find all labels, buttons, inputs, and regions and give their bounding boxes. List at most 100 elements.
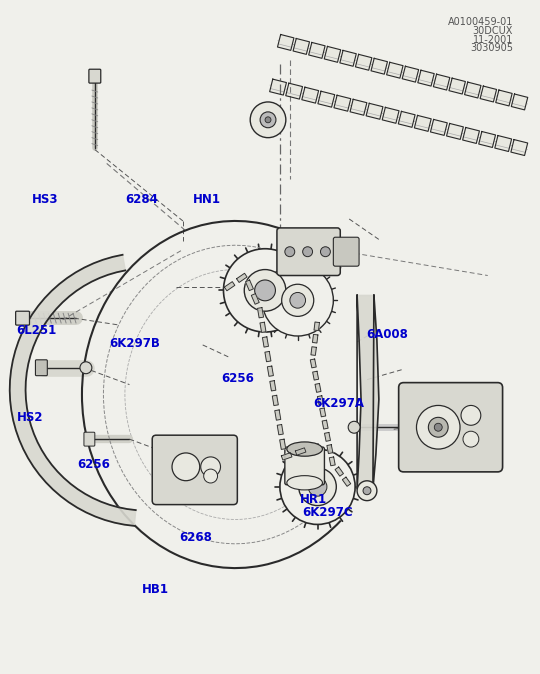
Circle shape xyxy=(320,247,330,257)
Text: 6256: 6256 xyxy=(78,458,111,470)
Polygon shape xyxy=(286,83,302,99)
Polygon shape xyxy=(402,66,418,82)
Text: HS2: HS2 xyxy=(17,410,44,424)
Polygon shape xyxy=(463,127,480,144)
Circle shape xyxy=(172,453,200,481)
Polygon shape xyxy=(350,99,367,115)
Text: 3030905: 3030905 xyxy=(470,43,513,53)
Ellipse shape xyxy=(287,476,322,490)
Circle shape xyxy=(255,280,275,301)
Polygon shape xyxy=(329,457,335,466)
FancyBboxPatch shape xyxy=(285,447,325,485)
Circle shape xyxy=(461,406,481,425)
Circle shape xyxy=(224,249,307,332)
Text: 6K297A: 6K297A xyxy=(313,398,364,410)
Circle shape xyxy=(363,487,371,495)
Polygon shape xyxy=(387,62,403,78)
Circle shape xyxy=(244,270,286,311)
Circle shape xyxy=(416,406,460,449)
Text: 6A008: 6A008 xyxy=(366,328,408,342)
Polygon shape xyxy=(511,140,528,156)
Polygon shape xyxy=(480,86,497,102)
Circle shape xyxy=(357,481,377,501)
Polygon shape xyxy=(355,55,372,70)
Polygon shape xyxy=(237,273,247,282)
Polygon shape xyxy=(342,477,350,486)
Polygon shape xyxy=(272,396,278,406)
Text: A0100459-01: A0100459-01 xyxy=(448,17,513,27)
Polygon shape xyxy=(496,90,512,106)
Polygon shape xyxy=(357,295,379,489)
Polygon shape xyxy=(371,59,387,74)
Polygon shape xyxy=(269,79,286,95)
Polygon shape xyxy=(295,448,306,455)
Polygon shape xyxy=(320,408,326,417)
Circle shape xyxy=(262,265,333,336)
Polygon shape xyxy=(251,294,259,304)
Circle shape xyxy=(434,423,442,431)
Circle shape xyxy=(299,468,336,506)
Polygon shape xyxy=(314,322,320,331)
Polygon shape xyxy=(318,396,323,404)
Polygon shape xyxy=(258,307,264,318)
Polygon shape xyxy=(322,420,328,429)
Text: 6268: 6268 xyxy=(179,531,212,544)
Polygon shape xyxy=(278,34,294,51)
Polygon shape xyxy=(479,131,496,148)
Polygon shape xyxy=(311,347,316,355)
Polygon shape xyxy=(309,42,325,59)
Polygon shape xyxy=(447,123,463,140)
Circle shape xyxy=(428,417,448,437)
Text: 6K297C: 6K297C xyxy=(302,506,353,518)
Circle shape xyxy=(204,469,218,483)
Polygon shape xyxy=(281,453,292,460)
Circle shape xyxy=(348,421,360,433)
FancyBboxPatch shape xyxy=(16,311,30,325)
Polygon shape xyxy=(366,103,383,119)
Polygon shape xyxy=(265,351,271,362)
Polygon shape xyxy=(315,384,321,392)
FancyBboxPatch shape xyxy=(152,435,238,505)
Polygon shape xyxy=(246,280,253,290)
Polygon shape xyxy=(310,359,316,368)
Polygon shape xyxy=(313,371,319,380)
Text: 6K297B: 6K297B xyxy=(110,337,160,350)
Polygon shape xyxy=(334,95,351,111)
Polygon shape xyxy=(280,439,286,450)
FancyBboxPatch shape xyxy=(89,69,101,83)
Polygon shape xyxy=(430,119,447,135)
Polygon shape xyxy=(260,322,266,332)
Text: 6256: 6256 xyxy=(221,372,254,385)
Polygon shape xyxy=(10,255,136,526)
Text: HR1: HR1 xyxy=(299,493,327,506)
Polygon shape xyxy=(340,51,356,66)
Polygon shape xyxy=(262,337,268,347)
Polygon shape xyxy=(495,135,511,152)
Circle shape xyxy=(308,477,327,496)
FancyBboxPatch shape xyxy=(36,360,48,375)
Circle shape xyxy=(282,284,314,316)
Polygon shape xyxy=(324,47,341,62)
Circle shape xyxy=(285,247,295,257)
Circle shape xyxy=(80,362,92,373)
Ellipse shape xyxy=(287,442,322,456)
Text: 11-2001: 11-2001 xyxy=(473,34,513,44)
Circle shape xyxy=(265,117,271,123)
Polygon shape xyxy=(511,94,528,110)
Circle shape xyxy=(463,431,479,447)
FancyBboxPatch shape xyxy=(84,432,95,446)
Polygon shape xyxy=(414,115,431,131)
Circle shape xyxy=(201,457,220,477)
Text: HB1: HB1 xyxy=(141,583,168,596)
Polygon shape xyxy=(224,282,235,290)
Polygon shape xyxy=(434,74,450,90)
Polygon shape xyxy=(302,87,319,103)
Polygon shape xyxy=(327,445,333,454)
Polygon shape xyxy=(270,381,276,391)
FancyBboxPatch shape xyxy=(277,228,340,276)
FancyBboxPatch shape xyxy=(399,383,503,472)
Polygon shape xyxy=(418,70,434,86)
Polygon shape xyxy=(275,410,281,420)
Polygon shape xyxy=(293,38,309,55)
Text: 30DCUX: 30DCUX xyxy=(473,26,513,36)
